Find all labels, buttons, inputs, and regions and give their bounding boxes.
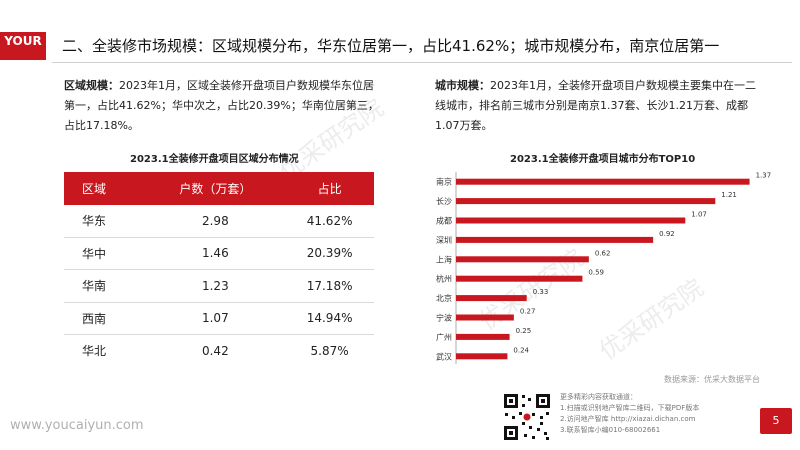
- table-header-row: 区域 户数（万套） 占比: [64, 172, 374, 205]
- data-source: 数据来源：优采大数据平台: [664, 375, 760, 384]
- table-cell-units: 2.98: [145, 205, 286, 238]
- chart-bar: [456, 198, 716, 205]
- chart-bar: [456, 256, 589, 263]
- table-row: 华中 1.46 20.39%: [64, 237, 374, 270]
- more-info: 更多精彩内容获取通道： 1.扫描或识别地产智库二维码，下载PDF版本 2.访问地…: [560, 392, 699, 436]
- chart-data-label: 1.21: [721, 191, 737, 199]
- table-cell-units: 0.42: [201, 343, 229, 358]
- table-cell-share: 14.94%: [285, 302, 374, 335]
- region-summary-text: 2023年1月，区域全装修开盘项目户数规模华东位居第一，占比41.62%；华中次…: [64, 79, 379, 132]
- chart-bar: [456, 178, 750, 185]
- table-header-region: 区域: [64, 172, 146, 205]
- table-row: 华北 0.42 5.87%: [64, 335, 374, 367]
- chart-bar: [456, 314, 514, 321]
- chart-data-label: 0.59: [588, 269, 604, 277]
- table-cell-share: 5.87%: [310, 343, 349, 358]
- table-row: 华南 1.23 17.18%: [64, 269, 374, 303]
- chart-bar: [456, 295, 527, 302]
- table-row: 华东 2.98 41.62%: [64, 205, 374, 238]
- table-header-share: 占比: [285, 172, 374, 205]
- table-cell-share: 17.18%: [285, 269, 374, 303]
- chart-category-label: 北京: [436, 293, 452, 303]
- chart-title: 2023.1全装修开盘项目城市分布TOP10: [510, 154, 696, 165]
- chart-category-label: 深圳: [436, 235, 452, 245]
- region-summary: 区域规模：2023年1月，区域全装修开盘项目户数规模华东位居第一，占比41.62…: [64, 76, 384, 136]
- city-summary: 城市规模：2023年1月，全装修开盘项目户数规模主要集中在一二线城市，排名前三城…: [435, 76, 765, 136]
- table-header-units: 户数（万套）: [145, 172, 286, 205]
- region-summary-label: 区域规模：: [64, 79, 119, 92]
- chart-category-label: 长沙: [436, 196, 452, 206]
- chart-category-label: 南京: [436, 177, 452, 187]
- chart-data-label: 0.27: [520, 308, 536, 316]
- chart-category-label: 成都: [436, 216, 452, 226]
- chart-bar: [456, 275, 583, 282]
- chart-category-label: 广州: [436, 332, 452, 342]
- qr-code-icon: [502, 392, 552, 442]
- chart-data-label: 0.33: [533, 288, 549, 296]
- more-info-heading: 更多精彩内容获取通道：: [560, 393, 637, 401]
- page-number: 5: [760, 408, 792, 434]
- chart-data-label: 0.92: [659, 230, 675, 238]
- table-title: 2023.1全装修开盘项目区域分布情况: [130, 154, 299, 165]
- more-info-line: 3.联系智库小编010-68002661: [560, 426, 661, 434]
- chart-bar: [456, 236, 654, 243]
- table-cell-units: 1.07: [145, 302, 286, 335]
- chart-data-label: 0.25: [516, 327, 532, 335]
- page-title: 二、全装修市场规模：区域规模分布，华东位居第一，占比41.62%；城市规模分布，…: [62, 37, 720, 55]
- table-cell-units: 1.46: [145, 237, 286, 270]
- table-cell-region: 西南: [64, 302, 146, 335]
- city-summary-label: 城市规模：: [435, 79, 490, 92]
- region-table: 区域 户数（万套） 占比 华东 2.98 41.62% 华中 1.46 20.3…: [64, 172, 374, 367]
- logo-text: YOUR: [4, 34, 42, 48]
- city-summary-text: 2023年1月，全装修开盘项目户数规模主要集中在一二线城市，排名前三城市分别是南…: [435, 79, 756, 132]
- chart-category-label: 武汉: [436, 351, 452, 361]
- chart-category-label: 宁波: [436, 313, 452, 323]
- title-divider: [52, 62, 792, 63]
- table-cell-region: 华中: [64, 237, 146, 270]
- city-bar-chart: 南京 1.37 长沙 1.21 成都 1.07 深圳 0.92 上海 0.62 杭州 0.59 北京 0.…: [436, 172, 772, 364]
- chart-bar: [456, 353, 508, 360]
- chart-bar: [456, 217, 686, 224]
- chart-category-label: 杭州: [436, 274, 452, 284]
- table-cell-share: 20.39%: [285, 237, 374, 270]
- table-cell-region: 华南: [64, 269, 146, 303]
- chart-data-label: 1.37: [756, 172, 772, 180]
- chart-bar: [456, 333, 510, 340]
- chart-data-label: 1.07: [691, 211, 707, 219]
- footer-url[interactable]: www.youcaiyun.com: [10, 418, 144, 433]
- more-info-line[interactable]: 2.访问地产智库 http://xiazai.dichan.com: [560, 415, 696, 423]
- brand-logo: YOUR: [0, 32, 46, 60]
- chart-data-label: 0.24: [513, 346, 529, 354]
- table-row: 西南 1.07 14.94%: [64, 302, 374, 335]
- table-cell-share: 41.62%: [285, 205, 374, 238]
- more-info-line: 1.扫描或识别地产智库二维码，下载PDF版本: [560, 404, 700, 412]
- chart-data-label: 0.62: [595, 249, 611, 257]
- table-cell-units: 1.23: [145, 269, 286, 303]
- table-cell-region: 华东: [64, 205, 146, 238]
- chart-category-label: 上海: [436, 254, 452, 264]
- table-cell-region: 华北: [82, 344, 107, 359]
